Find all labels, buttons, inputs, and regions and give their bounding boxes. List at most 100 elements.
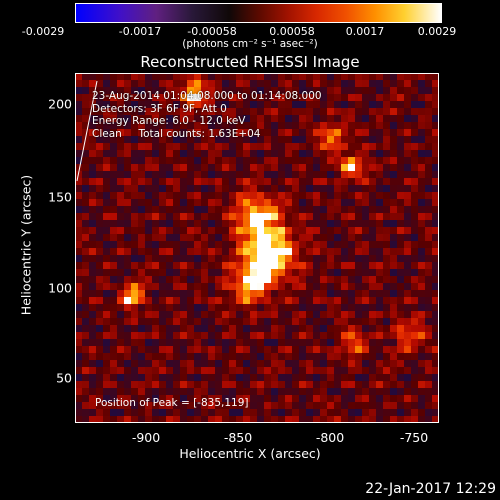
image-pixel bbox=[82, 367, 89, 374]
x-axis-label: Heliocentric X (arcsec) bbox=[179, 446, 321, 461]
image-pixel bbox=[411, 409, 418, 416]
image-pixel bbox=[229, 311, 236, 318]
image-pixel bbox=[222, 304, 229, 311]
image-pixel bbox=[285, 402, 292, 409]
image-pixel bbox=[404, 185, 411, 192]
image-pixel bbox=[411, 318, 418, 325]
image-pixel bbox=[96, 325, 103, 332]
image-pixel bbox=[292, 248, 299, 255]
image-pixel bbox=[187, 164, 194, 171]
image-pixel bbox=[89, 276, 96, 283]
image-pixel bbox=[187, 227, 194, 234]
image-pixel bbox=[180, 332, 187, 339]
image-pixel bbox=[278, 171, 285, 178]
image-pixel bbox=[390, 143, 397, 150]
image-pixel bbox=[264, 353, 271, 360]
image-pixel bbox=[299, 192, 306, 199]
image-pixel bbox=[376, 192, 383, 199]
image-pixel bbox=[82, 388, 89, 395]
image-pixel bbox=[383, 311, 390, 318]
image-pixel bbox=[404, 290, 411, 297]
image-pixel bbox=[278, 115, 285, 122]
image-pixel bbox=[299, 115, 306, 122]
image-pixel bbox=[334, 395, 341, 402]
image-pixel bbox=[383, 269, 390, 276]
image-pixel bbox=[299, 381, 306, 388]
image-pixel bbox=[215, 150, 222, 157]
image-pixel bbox=[327, 192, 334, 199]
image-pixel bbox=[334, 409, 341, 416]
image-pixel bbox=[425, 241, 432, 248]
image-pixel bbox=[250, 101, 257, 108]
image-pixel bbox=[306, 381, 313, 388]
image-pixel bbox=[117, 122, 124, 129]
image-pixel bbox=[180, 227, 187, 234]
image-pixel bbox=[334, 353, 341, 360]
image-pixel bbox=[432, 129, 439, 136]
image-pixel bbox=[278, 374, 285, 381]
image-pixel bbox=[320, 115, 327, 122]
image-pixel bbox=[327, 199, 334, 206]
image-pixel bbox=[355, 416, 362, 423]
image-pixel bbox=[257, 199, 264, 206]
image-pixel bbox=[187, 199, 194, 206]
image-pixel bbox=[397, 220, 404, 227]
image-pixel bbox=[159, 234, 166, 241]
image-pixel bbox=[173, 297, 180, 304]
image-pixel bbox=[411, 80, 418, 87]
image-pixel bbox=[215, 220, 222, 227]
image-pixel bbox=[222, 325, 229, 332]
image-pixel bbox=[271, 164, 278, 171]
y-tick-label: 150 bbox=[48, 189, 72, 205]
image-pixel bbox=[397, 87, 404, 94]
image-pixel bbox=[320, 108, 327, 115]
image-pixel bbox=[152, 332, 159, 339]
image-pixel bbox=[257, 122, 264, 129]
image-pixel bbox=[201, 101, 208, 108]
image-pixel bbox=[285, 255, 292, 262]
image-pixel bbox=[257, 164, 264, 171]
image-pixel bbox=[397, 80, 404, 87]
image-pixel bbox=[75, 374, 82, 381]
image-pixel bbox=[362, 101, 369, 108]
image-pixel bbox=[292, 346, 299, 353]
image-pixel bbox=[124, 143, 131, 150]
image-pixel bbox=[278, 402, 285, 409]
image-pixel bbox=[313, 192, 320, 199]
image-pixel bbox=[341, 80, 348, 87]
image-pixel bbox=[187, 94, 194, 101]
image-pixel bbox=[411, 325, 418, 332]
image-pixel bbox=[215, 115, 222, 122]
image-pixel bbox=[145, 318, 152, 325]
image-pixel bbox=[194, 94, 201, 101]
image-pixel bbox=[215, 360, 222, 367]
image-pixel bbox=[96, 164, 103, 171]
image-pixel bbox=[341, 353, 348, 360]
image-pixel bbox=[390, 157, 397, 164]
image-pixel bbox=[215, 178, 222, 185]
image-pixel bbox=[327, 143, 334, 150]
image-pixel bbox=[327, 213, 334, 220]
image-pixel bbox=[96, 409, 103, 416]
image-pixel bbox=[334, 339, 341, 346]
image-pixel bbox=[404, 192, 411, 199]
image-pixel bbox=[131, 80, 138, 87]
image-pixel bbox=[376, 234, 383, 241]
image-pixel bbox=[250, 374, 257, 381]
image-pixel bbox=[75, 248, 82, 255]
image-pixel bbox=[201, 325, 208, 332]
image-pixel bbox=[180, 297, 187, 304]
image-pixel bbox=[243, 360, 250, 367]
image-pixel bbox=[82, 276, 89, 283]
image-pixel bbox=[110, 108, 117, 115]
image-pixel bbox=[166, 150, 173, 157]
image-pixel bbox=[236, 339, 243, 346]
image-pixel bbox=[215, 199, 222, 206]
image-pixel bbox=[355, 318, 362, 325]
image-pixel bbox=[166, 94, 173, 101]
image-pixel bbox=[390, 360, 397, 367]
image-pixel bbox=[362, 94, 369, 101]
image-pixel bbox=[278, 416, 285, 423]
image-pixel bbox=[383, 276, 390, 283]
image-pixel bbox=[173, 73, 180, 80]
